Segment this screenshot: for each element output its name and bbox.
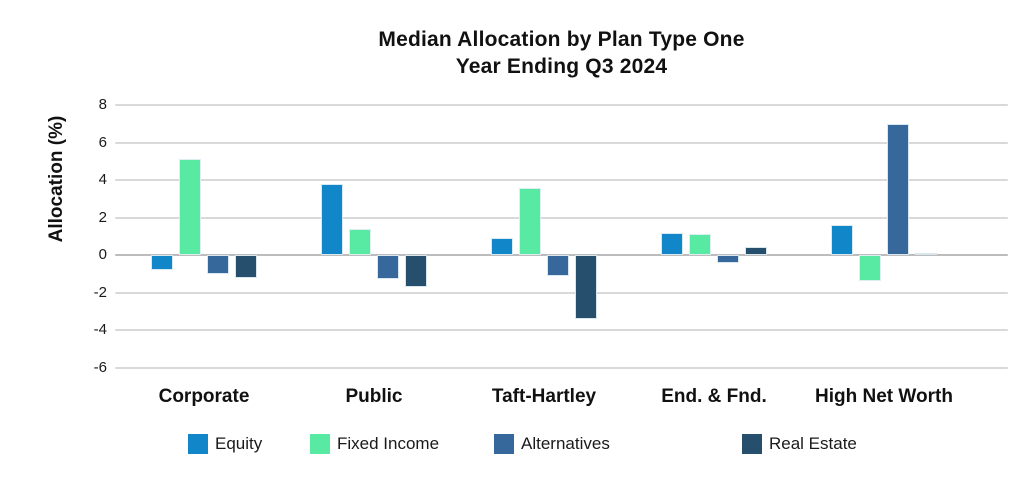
legend-swatch-real-estate bbox=[742, 434, 762, 454]
category-label-high-net-worth: High Net Worth bbox=[815, 386, 953, 407]
gridline bbox=[115, 291, 1008, 294]
bar-corporate-alternatives bbox=[207, 255, 229, 274]
bar-corporate-fixed-income bbox=[179, 159, 201, 255]
bar-taft-hartley-alternatives bbox=[547, 255, 569, 276]
bar-taft-hartley-fixed-income bbox=[519, 187, 541, 255]
legend-item-real-estate: Real Estate bbox=[742, 434, 857, 454]
legend-label-equity: Equity bbox=[215, 434, 263, 453]
gridline bbox=[115, 329, 1008, 331]
category-label-corporate: Corporate bbox=[158, 386, 250, 407]
legend-swatch-alternatives bbox=[494, 434, 514, 454]
bar-end-fnd-alternatives bbox=[717, 255, 739, 263]
y-tick-label: 4 bbox=[98, 171, 107, 188]
gridline bbox=[115, 366, 1008, 369]
bar-taft-hartley-equity bbox=[491, 238, 513, 255]
chart-title: Median Allocation by Plan Type One Year … bbox=[115, 26, 1008, 80]
legend-swatch-equity bbox=[188, 434, 208, 454]
bar-end-fnd-equity bbox=[661, 232, 683, 255]
bar-high-net-worth-real-estate bbox=[915, 253, 937, 256]
legend-item-alternatives: Alternatives bbox=[494, 434, 610, 454]
bar-public-fixed-income bbox=[349, 228, 371, 255]
bar-end-fnd-fixed-income bbox=[689, 234, 711, 255]
legend-label-real-estate: Real Estate bbox=[769, 434, 857, 453]
bar-end-fnd-real-estate bbox=[745, 246, 767, 255]
bar-public-real-estate bbox=[405, 255, 427, 287]
bar-high-net-worth-fixed-income bbox=[859, 255, 881, 282]
category-label-taft-hartley: Taft-Hartley bbox=[491, 386, 597, 407]
bar-public-equity bbox=[321, 183, 343, 255]
y-tick-label: 0 bbox=[98, 246, 107, 263]
legend-label-alternatives: Alternatives bbox=[521, 434, 610, 453]
bar-corporate-real-estate bbox=[235, 255, 257, 278]
bar-corporate-equity bbox=[151, 255, 173, 270]
gridline bbox=[115, 216, 1008, 219]
y-tick-label: 2 bbox=[98, 208, 107, 226]
gridline bbox=[115, 141, 1008, 144]
bar-high-net-worth-equity bbox=[831, 225, 853, 255]
y-tick-label: -4 bbox=[93, 321, 107, 338]
legend-item-fixed-income: Fixed Income bbox=[310, 434, 439, 454]
bar-high-net-worth-alternatives bbox=[887, 123, 909, 255]
gridline bbox=[115, 104, 1008, 106]
bar-public-alternatives bbox=[377, 255, 399, 280]
category-label-end-fnd: End. & Fnd. bbox=[661, 386, 767, 407]
chart-title-line1: Median Allocation by Plan Type One bbox=[378, 28, 745, 51]
y-tick-label: -2 bbox=[93, 283, 107, 301]
bar-taft-hartley-real-estate bbox=[575, 255, 597, 319]
gridline bbox=[115, 179, 1008, 181]
category-label-public: Public bbox=[345, 386, 403, 407]
y-tick-label: 6 bbox=[98, 133, 107, 151]
y-tick-label: -6 bbox=[93, 358, 107, 376]
legend-item-equity: Equity bbox=[188, 434, 262, 454]
y-tick-label: 8 bbox=[98, 96, 107, 113]
legend-label-fixed-income: Fixed Income bbox=[337, 434, 440, 453]
chart-title-line2: Year Ending Q3 2024 bbox=[455, 55, 668, 78]
legend-swatch-fixed-income bbox=[310, 434, 330, 454]
